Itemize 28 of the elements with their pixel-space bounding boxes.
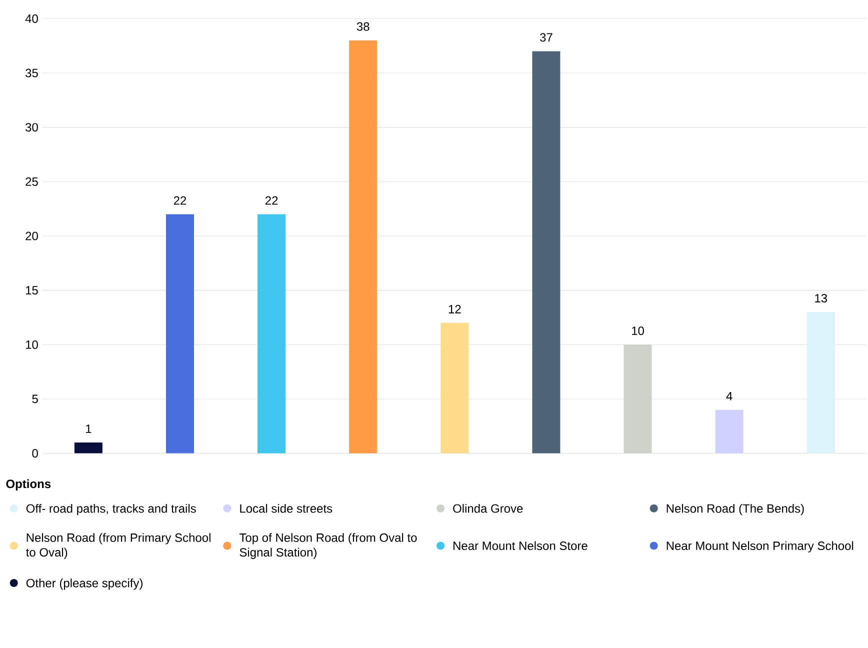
y-tick-label: 25 [26, 177, 38, 186]
y-tick-label: 15 [26, 286, 38, 295]
legend-label: Other (please specify) [26, 578, 142, 590]
legend-title: Options [6, 479, 51, 490]
data-label: 13 [815, 294, 828, 302]
data-label: 4 [726, 392, 732, 400]
data-label: 22 [174, 196, 186, 205]
legend-label: Off- road paths, tracks and trails [26, 504, 196, 516]
y-tick-label: 30 [26, 123, 38, 132]
legend-label: Nelson Road (from Primary School to Oval) [26, 533, 210, 559]
legend-label: Olinda Grove [453, 504, 523, 513]
data-label: 22 [265, 196, 278, 205]
legend-label: Near Mount Nelson Store [454, 541, 588, 550]
y-tick-label: 35 [26, 68, 38, 78]
y-tick-label: 10 [26, 340, 38, 349]
y-tick-label: 20 [26, 232, 38, 240]
y-tick-label: 0 [32, 449, 38, 458]
y-tick-label: 40 [25, 14, 38, 23]
data-label: 12 [448, 304, 461, 314]
data-label: 38 [356, 22, 370, 31]
data-label: 1 [86, 424, 92, 433]
legend-label: Local side streets [240, 504, 332, 513]
legend-label: Nelson Road (The Bends) [666, 504, 804, 516]
legend-label: Near Mount Nelson Primary School [666, 541, 854, 552]
data-label: 37 [540, 33, 552, 42]
y-tick-label: 5 [32, 394, 38, 404]
data-label: 10 [632, 326, 644, 336]
legend-label: Top of Nelson Road (from Oval to Signal Station) [239, 533, 417, 559]
